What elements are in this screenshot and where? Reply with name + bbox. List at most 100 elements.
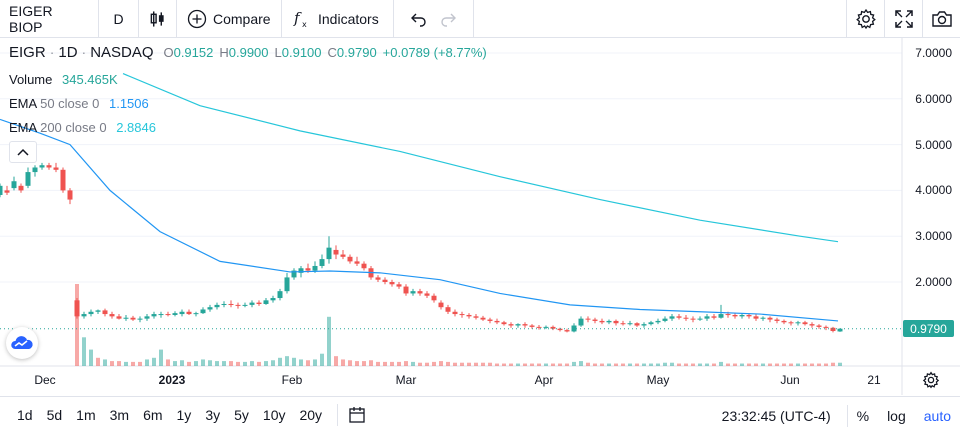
candle (473, 314, 479, 320)
range-button-1d[interactable]: 1d (17, 407, 33, 423)
candle (655, 318, 661, 325)
candle (620, 320, 626, 326)
volume-bar (803, 363, 807, 366)
volume-bar (355, 361, 359, 366)
candle (578, 316, 584, 327)
candle (347, 254, 353, 264)
ema50-study-legend[interactable]: EMA 50 close 0 1.1506 (9, 96, 149, 111)
svg-text:f: f (293, 9, 302, 27)
candle (396, 282, 402, 289)
compare-button[interactable]: Compare (177, 0, 282, 37)
volume-bar (327, 316, 331, 366)
candle (424, 291, 430, 299)
volume-bar (418, 362, 422, 366)
candlestick-icon (150, 10, 164, 27)
volume-bar (824, 363, 828, 366)
percent-scale-toggle[interactable]: % (846, 404, 878, 427)
range-button-1m[interactable]: 1m (76, 407, 96, 423)
range-button-6m[interactable]: 6m (143, 407, 163, 423)
price-axis-label: 2.0000 (915, 275, 952, 289)
range-button-20y[interactable]: 20y (299, 407, 323, 423)
chart-type-button[interactable] (139, 0, 177, 37)
volume-study-legend[interactable]: Volume 345.465K (9, 72, 118, 87)
volume-bar (131, 361, 135, 366)
range-button-5d[interactable]: 5d (46, 407, 63, 423)
candle (487, 317, 493, 324)
tradingview-logo[interactable] (6, 327, 38, 359)
close-label: C (327, 45, 337, 60)
candle (760, 316, 766, 321)
candle (802, 320, 808, 326)
candle (739, 313, 745, 319)
volume-bar (474, 362, 478, 366)
settings-button[interactable] (846, 0, 884, 37)
candle (53, 162, 59, 173)
candle (613, 319, 619, 326)
range-button-3m[interactable]: 3m (109, 407, 130, 423)
fullscreen-button[interactable] (884, 0, 922, 37)
volume-bar (565, 363, 569, 366)
range-button-5y[interactable]: 5y (234, 407, 249, 423)
volume-bar (733, 363, 737, 366)
candle (375, 275, 381, 282)
range-button-1y[interactable]: 1y (176, 407, 192, 423)
range-button-10y[interactable]: 10y (262, 407, 286, 423)
timezone-settings-button[interactable] (922, 371, 940, 389)
candle (4, 185, 10, 195)
go-to-date-button[interactable] (348, 406, 366, 424)
candle (417, 288, 423, 296)
auto-scale-toggle[interactable]: auto (923, 407, 951, 424)
candle (536, 325, 542, 330)
price-chart[interactable] (0, 38, 960, 395)
collapse-legend-button[interactable] (9, 141, 37, 163)
candle (235, 302, 241, 309)
candle (158, 311, 164, 318)
price-axis-label: 6.0000 (915, 91, 952, 106)
candle (361, 261, 367, 271)
candle (81, 311, 87, 319)
volume-bar (754, 363, 758, 366)
redo-icon[interactable] (439, 10, 457, 28)
time-axis-label: Jun (780, 373, 800, 387)
clock[interactable]: 23:32:45 (UTC-4) (721, 407, 831, 424)
volume-bar (684, 363, 688, 366)
volume-bar (719, 361, 723, 366)
ema200-line (122, 73, 839, 243)
high-value: 0.9900 (228, 45, 269, 60)
candle (340, 249, 346, 260)
volume-bar (180, 360, 184, 366)
candle (795, 320, 801, 326)
range-button-3y[interactable]: 3y (205, 407, 221, 423)
legend-exchange: NASDAQ (90, 44, 154, 61)
ema200-study-legend[interactable]: EMA 200 close 0 2.8846 (9, 120, 156, 135)
volume-bar (138, 361, 142, 366)
candle (403, 284, 409, 296)
candle (193, 311, 199, 317)
candle (333, 245, 339, 260)
candle (508, 322, 514, 328)
undo-icon[interactable] (410, 10, 428, 28)
volume-bar (313, 359, 317, 366)
candle (515, 323, 521, 328)
candle (319, 254, 325, 269)
volume-bar (495, 363, 499, 366)
candle (711, 314, 717, 320)
volume-bar (96, 357, 100, 366)
volume-bar (75, 284, 79, 366)
indicators-button[interactable]: f x Indicators (282, 0, 394, 37)
volume-bar (243, 361, 247, 366)
volume-bar (390, 361, 394, 366)
interval-button[interactable]: D (99, 0, 139, 37)
candle (270, 295, 276, 303)
log-scale-toggle[interactable]: log (887, 407, 906, 424)
snapshot-button[interactable] (922, 0, 960, 37)
volume-bar (236, 361, 240, 366)
volume-bar (89, 349, 93, 366)
volume-bar (817, 363, 821, 366)
candle (445, 304, 451, 315)
volume-bar (796, 363, 800, 366)
high-label: H (219, 45, 229, 60)
symbol-search-button[interactable]: EIGER BIOP (0, 0, 99, 37)
candle (137, 316, 143, 323)
volume-bar (677, 363, 681, 366)
